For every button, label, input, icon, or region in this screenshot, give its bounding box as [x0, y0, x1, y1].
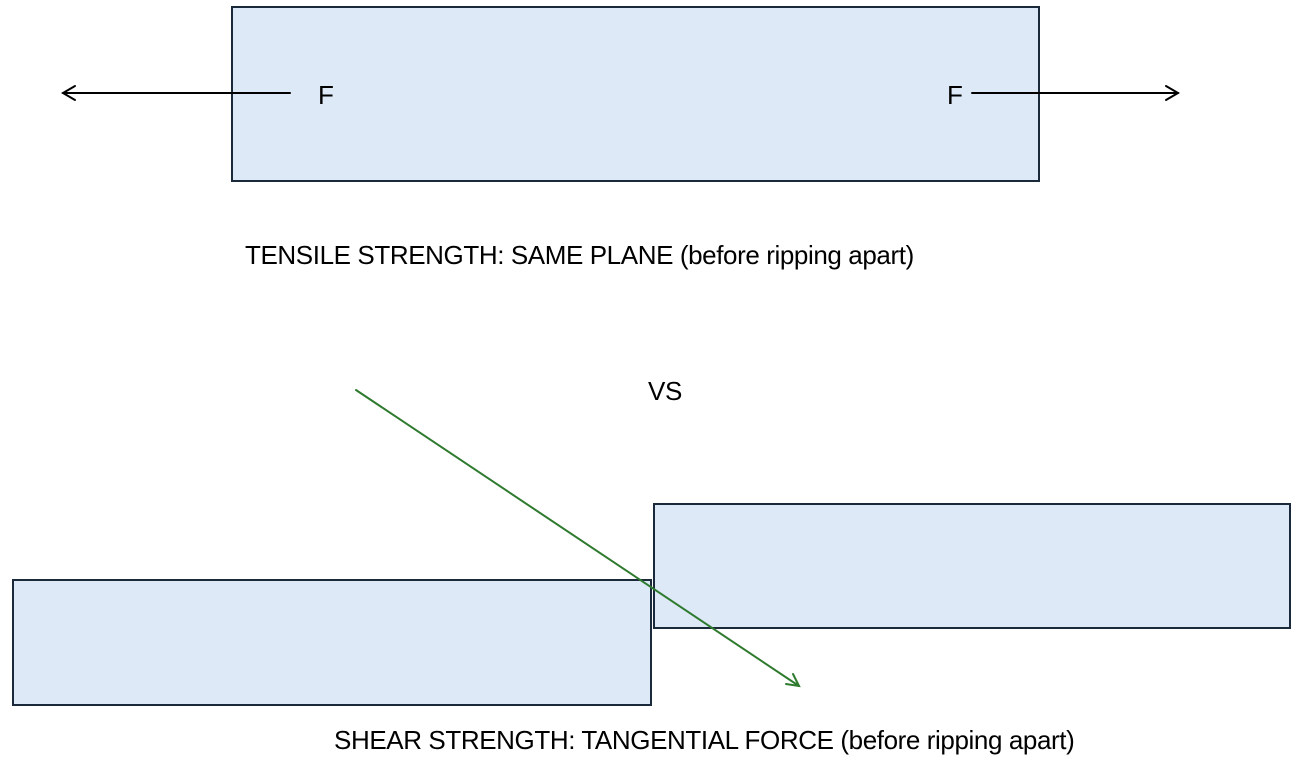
force-left-label: F	[318, 80, 334, 110]
force-right-label: F	[947, 80, 963, 110]
tensile-block	[231, 6, 1040, 182]
vs-label: VS	[648, 376, 682, 406]
shear-block-right	[653, 503, 1291, 629]
tensile-caption: TENSILE STRENGTH: SAME PLANE (before rip…	[245, 240, 914, 270]
shear-caption: SHEAR STRENGTH: TANGENTIAL FORCE (before…	[334, 725, 1075, 755]
shear-block-left	[12, 579, 652, 706]
